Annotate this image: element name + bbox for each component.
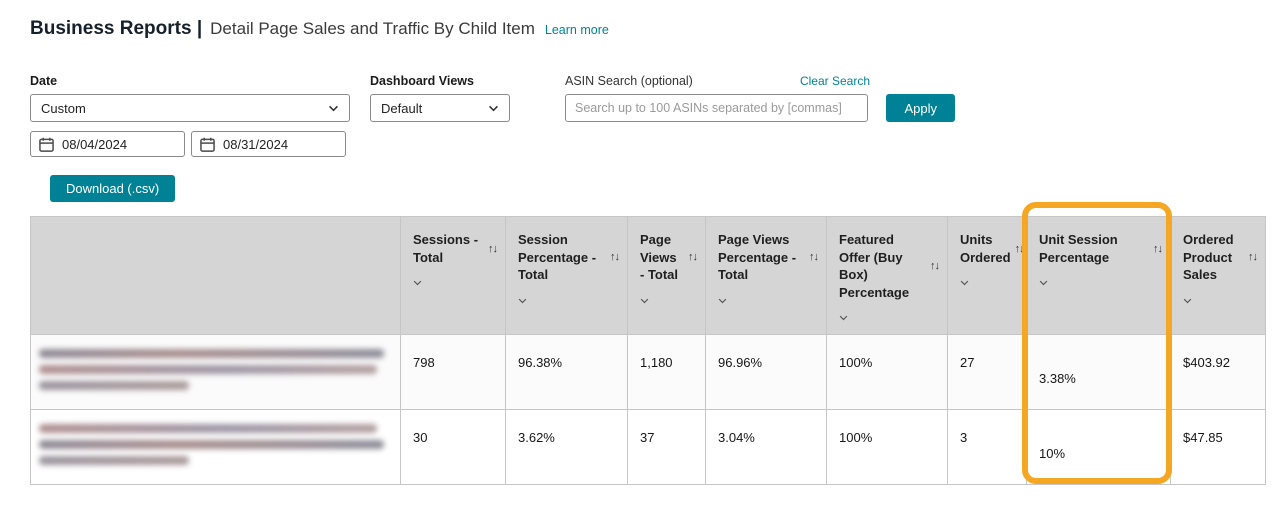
dashboard-views-selected: Default: [381, 100, 423, 116]
table-cell: 1,180: [627, 334, 706, 411]
chevron-down-icon[interactable]: [1183, 291, 1192, 309]
blurred-product-text: [39, 440, 384, 450]
blurred-product-text: [39, 349, 384, 359]
blurred-product-text: [39, 424, 377, 434]
table-cell: 3.04%: [705, 409, 827, 486]
date-range-selected: Custom: [41, 100, 86, 116]
column-header-ordered-product-sales[interactable]: Ordered Product Sales ↑↓: [1170, 215, 1266, 336]
sort-icon[interactable]: ↑↓: [1014, 242, 1025, 255]
table-cell: 37: [627, 409, 706, 486]
date-from-value: 08/04/2024: [62, 136, 128, 152]
dashboard-views-label: Dashboard Views: [370, 74, 474, 88]
table-row: 30 3.62% 37 3.04% 100% 3 10% $47.85: [30, 409, 1266, 486]
chevron-down-icon[interactable]: [718, 291, 727, 309]
asin-search-label: ASIN Search (optional): [565, 74, 693, 88]
date-to-value: 08/31/2024: [223, 136, 289, 152]
learn-more-link[interactable]: Learn more: [544, 23, 609, 37]
date-label: Date: [30, 74, 58, 88]
chevron-down-icon[interactable]: [839, 308, 848, 326]
report-table-wrap: Sessions - Total ↑↓ Session Percentage -…: [30, 202, 1266, 486]
table-cell: 100%: [826, 409, 948, 486]
report-table: Sessions - Total ↑↓ Session Percentage -…: [30, 215, 1266, 486]
date-to-input[interactable]: 08/31/2024: [191, 131, 346, 157]
table-cell: 27: [947, 334, 1027, 411]
filters-bar: Date Custom 08/04/2024 08/31/2024 Dashbo…: [30, 74, 1280, 157]
sort-icon[interactable]: ↑↓: [1248, 251, 1258, 264]
sort-icon[interactable]: ↑↓: [610, 251, 620, 264]
chevron-down-icon[interactable]: [518, 291, 527, 309]
page-title: Business Reports |: [30, 18, 203, 39]
header-row: Sessions - Total ↑↓ Session Percentage -…: [30, 215, 1266, 336]
table-cell: $47.85: [1170, 409, 1266, 486]
date-from-input[interactable]: 08/04/2024: [30, 131, 185, 157]
table-cell-unit-session: 10%: [1026, 409, 1171, 486]
sort-icon[interactable]: ↑↓: [688, 251, 698, 264]
table-cell: 30: [400, 409, 506, 486]
blurred-product-text: [39, 381, 189, 391]
table-cell: $403.92: [1170, 334, 1266, 411]
sort-icon[interactable]: ↑↓: [930, 260, 940, 273]
table-row: 798 96.38% 1,180 96.96% 100% 27 3.38% $4…: [30, 334, 1266, 411]
page-header: Business Reports | Detail Page Sales and…: [0, 0, 1280, 40]
table-cell: 100%: [826, 334, 948, 411]
column-header-session-percentage[interactable]: Session Percentage - Total ↑↓: [505, 215, 628, 336]
column-header-page-views-percentage[interactable]: Page Views Percentage - Total ↑↓: [705, 215, 827, 336]
chevron-down-icon: [489, 105, 498, 111]
asin-search-input[interactable]: [565, 94, 869, 122]
column-header-sessions-total[interactable]: Sessions - Total ↑↓: [400, 215, 506, 336]
date-inputs: 08/04/2024 08/31/2024: [30, 131, 350, 157]
sort-icon[interactable]: ↑↓: [1153, 242, 1163, 255]
table-cell: 3.62%: [505, 409, 628, 486]
table-cell: 96.38%: [505, 334, 628, 411]
calendar-icon: [200, 137, 215, 152]
table-cell: 96.96%: [705, 334, 827, 411]
chevron-down-icon[interactable]: [960, 273, 969, 291]
column-header-page-views[interactable]: Page Views - Total ↑↓: [627, 215, 706, 336]
blurred-product-text: [39, 365, 377, 375]
product-cell: [30, 334, 401, 411]
date-range-select[interactable]: Custom: [30, 94, 350, 122]
sort-icon[interactable]: ↑↓: [809, 251, 819, 264]
sort-icon[interactable]: ↑↓: [488, 242, 498, 255]
chevron-down-icon: [329, 105, 338, 111]
page-subtitle: Detail Page Sales and Traffic By Child I…: [210, 19, 535, 38]
apply-button[interactable]: Apply: [886, 94, 955, 122]
chevron-down-icon[interactable]: [640, 291, 649, 309]
column-header-units-ordered[interactable]: Units Ordered ↑↓: [947, 215, 1027, 336]
date-filter-group: Date Custom 08/04/2024 08/31/2024: [30, 74, 350, 157]
download-csv-button[interactable]: Download (.csv): [50, 175, 176, 202]
dashboard-views-group: Dashboard Views Default: [370, 74, 510, 157]
column-header-unit-session-percentage[interactable]: Unit Session Percentage ↑↓: [1026, 215, 1171, 336]
table-cell: 798: [400, 334, 506, 411]
chevron-down-icon[interactable]: [1039, 273, 1048, 291]
column-header-product: [30, 215, 401, 336]
clear-search-link[interactable]: Clear Search: [799, 74, 870, 88]
blurred-product-text: [39, 456, 189, 466]
calendar-icon: [39, 137, 54, 152]
chevron-down-icon[interactable]: [413, 273, 422, 291]
column-header-featured-offer-percentage[interactable]: Featured Offer (Buy Box) Percentage ↑↓: [826, 215, 948, 336]
table-cell-unit-session: 3.38%: [1026, 334, 1171, 411]
product-cell: [30, 409, 401, 486]
dashboard-views-select[interactable]: Default: [370, 94, 510, 122]
table-cell: 3: [947, 409, 1027, 486]
asin-search-group: ASIN Search (optional) Clear Search Appl…: [565, 74, 955, 157]
